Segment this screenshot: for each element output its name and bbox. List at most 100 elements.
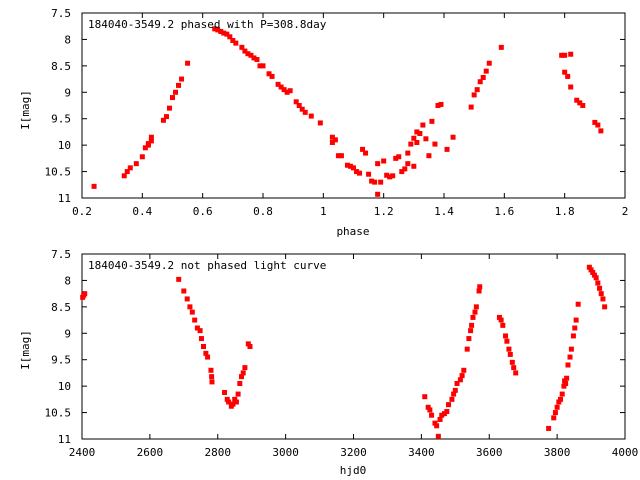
data-point: [357, 170, 363, 176]
data-point: [568, 84, 574, 90]
data-point: [235, 391, 241, 397]
x-tick-label: 2: [622, 205, 629, 218]
data-point: [335, 153, 341, 159]
data-point: [420, 122, 426, 128]
data-point: [338, 153, 344, 159]
y-tick-label: 10: [58, 139, 71, 152]
data-point: [559, 391, 565, 397]
data-point: [432, 420, 438, 426]
x-tick-label: 0.4: [132, 205, 152, 218]
data-point: [546, 425, 552, 431]
data-point: [145, 141, 151, 147]
y-axis-label: I[mag]: [19, 330, 32, 370]
x-tick-label: 3200: [340, 446, 367, 459]
data-point: [507, 351, 513, 357]
x-tick-label: 3400: [408, 446, 435, 459]
data-point: [237, 381, 243, 386]
y-tick-label: 9: [64, 86, 71, 99]
data-point: [176, 276, 182, 282]
data-point: [275, 81, 281, 87]
data-point: [212, 26, 218, 32]
data-point: [197, 328, 203, 334]
y-tick-label: 7.5: [51, 7, 71, 20]
x-tick-label: 0.6: [193, 205, 213, 218]
data-point: [127, 165, 133, 171]
data-point: [500, 322, 506, 328]
data-point: [257, 63, 263, 69]
data-point: [170, 95, 175, 101]
y-tick-label: 10.5: [45, 407, 72, 420]
data-point: [284, 89, 290, 95]
data-point: [221, 30, 227, 36]
data-point: [466, 336, 472, 342]
data-point: [226, 399, 232, 405]
data-point: [181, 288, 187, 294]
chart-title: 184040-3549.2 not phased light curve: [88, 259, 326, 272]
data-point: [586, 264, 592, 270]
data-point: [366, 171, 372, 177]
data-point: [224, 396, 230, 402]
data-point: [468, 328, 474, 334]
data-point: [597, 285, 603, 291]
data-point: [387, 174, 393, 180]
data-point: [239, 374, 245, 380]
chart-title: 184040-3549.2 phased with P=308.8day: [88, 18, 327, 31]
data-point: [426, 153, 432, 159]
data-point: [559, 52, 565, 58]
data-point: [435, 433, 441, 439]
data-point: [451, 391, 457, 397]
plot-frame: [81, 12, 626, 199]
data-point: [498, 317, 504, 323]
data-point: [590, 270, 596, 275]
data-point: [558, 396, 564, 402]
data-point: [251, 55, 257, 61]
data-point: [372, 179, 378, 185]
data-point: [427, 407, 433, 413]
data-point: [468, 104, 474, 110]
x-tick-label: 3600: [476, 446, 503, 459]
phased-light-curve-chart: 0.2 0.4 0.6 0.8 1 1.2 1.4 1.6 1.8 2 7.5 8 8.5 9 9.5 10…: [19, 7, 628, 238]
data-point: [552, 410, 558, 416]
data-point: [411, 135, 417, 141]
data-point: [472, 309, 478, 315]
data-point: [446, 402, 452, 408]
data-point: [509, 359, 515, 365]
y-tick-label: 9.5: [51, 354, 71, 367]
y-tick-label: 9: [64, 327, 71, 340]
data-point: [240, 370, 246, 376]
data-point: [242, 48, 248, 54]
x-tick-label: 2400: [69, 446, 96, 459]
data-point: [227, 34, 233, 40]
x-tick-label: 1.8: [555, 205, 575, 218]
data-point: [163, 114, 169, 120]
data-point: [511, 365, 517, 371]
data-point: [432, 141, 438, 147]
data-point: [393, 155, 399, 161]
data-point: [452, 387, 458, 393]
data-point: [381, 158, 387, 164]
x-tick-label: 0.8: [253, 205, 273, 218]
data-point: [422, 394, 428, 400]
data-point: [230, 401, 236, 407]
data-point: [429, 412, 435, 418]
data-point: [459, 373, 465, 379]
data-point: [369, 178, 375, 184]
x-axis-ticks: 2400 2600 2800 3000 3200 3400 3600 3800 4000: [69, 254, 638, 459]
data-point: [344, 162, 350, 168]
data-point: [142, 145, 148, 151]
data-point: [166, 105, 172, 111]
data-point: [296, 103, 302, 108]
x-axis-ticks: 0.2 0.4 0.6 0.8 1 1.2 1.4 1.6 1.8 2: [72, 13, 628, 218]
data-point: [390, 173, 396, 179]
data-point: [564, 375, 570, 381]
data-point: [470, 314, 476, 320]
data-point: [496, 314, 502, 320]
data-point: [425, 404, 431, 410]
data-point: [245, 51, 251, 57]
x-tick-label: 1.4: [434, 205, 454, 218]
data-point: [570, 333, 576, 339]
data-point: [347, 163, 353, 169]
data-point: [82, 291, 88, 297]
data-point: [572, 325, 578, 331]
data-point: [185, 60, 191, 66]
